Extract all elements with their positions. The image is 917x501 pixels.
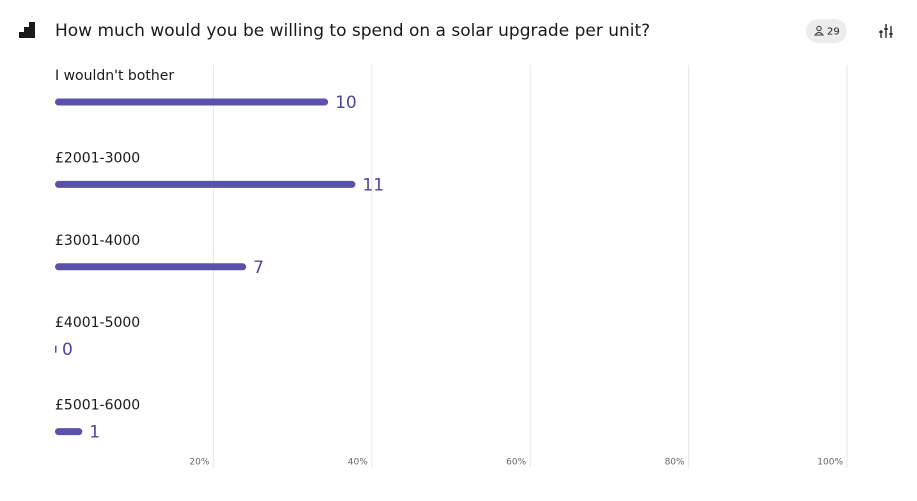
bar — [55, 263, 247, 271]
value-label: 1 — [89, 423, 100, 443]
person-icon — [816, 25, 822, 32]
person-icon-body — [813, 32, 825, 36]
x-tick-label: 100% — [817, 458, 843, 468]
x-tick-label: 60% — [506, 458, 526, 468]
bar — [55, 428, 83, 436]
respondent-count: 29 — [827, 27, 840, 38]
bar — [55, 345, 57, 353]
filter-icon[interactable] — [879, 24, 893, 38]
value-label: 10 — [335, 93, 357, 113]
category-label: £5001-6000 — [55, 398, 140, 414]
value-label: 0 — [62, 340, 73, 360]
x-tick-label: 40% — [348, 458, 368, 468]
category-label: I wouldn't bother — [55, 68, 174, 84]
x-tick-label: 80% — [665, 458, 685, 468]
category-label: £4001-5000 — [55, 315, 140, 331]
x-tick-label: 20% — [189, 458, 209, 468]
value-label: 11 — [362, 175, 384, 195]
question-title: How much would you be willing to spend o… — [55, 21, 650, 41]
value-label: 7 — [253, 258, 264, 278]
category-label: £2001-3000 — [55, 150, 140, 166]
respondents-badge[interactable]: 29 — [806, 19, 847, 43]
badge-background — [806, 19, 847, 43]
logo-icon — [19, 22, 35, 38]
category-label: £3001-4000 — [55, 233, 140, 249]
bar — [55, 180, 356, 188]
bar — [55, 98, 329, 106]
